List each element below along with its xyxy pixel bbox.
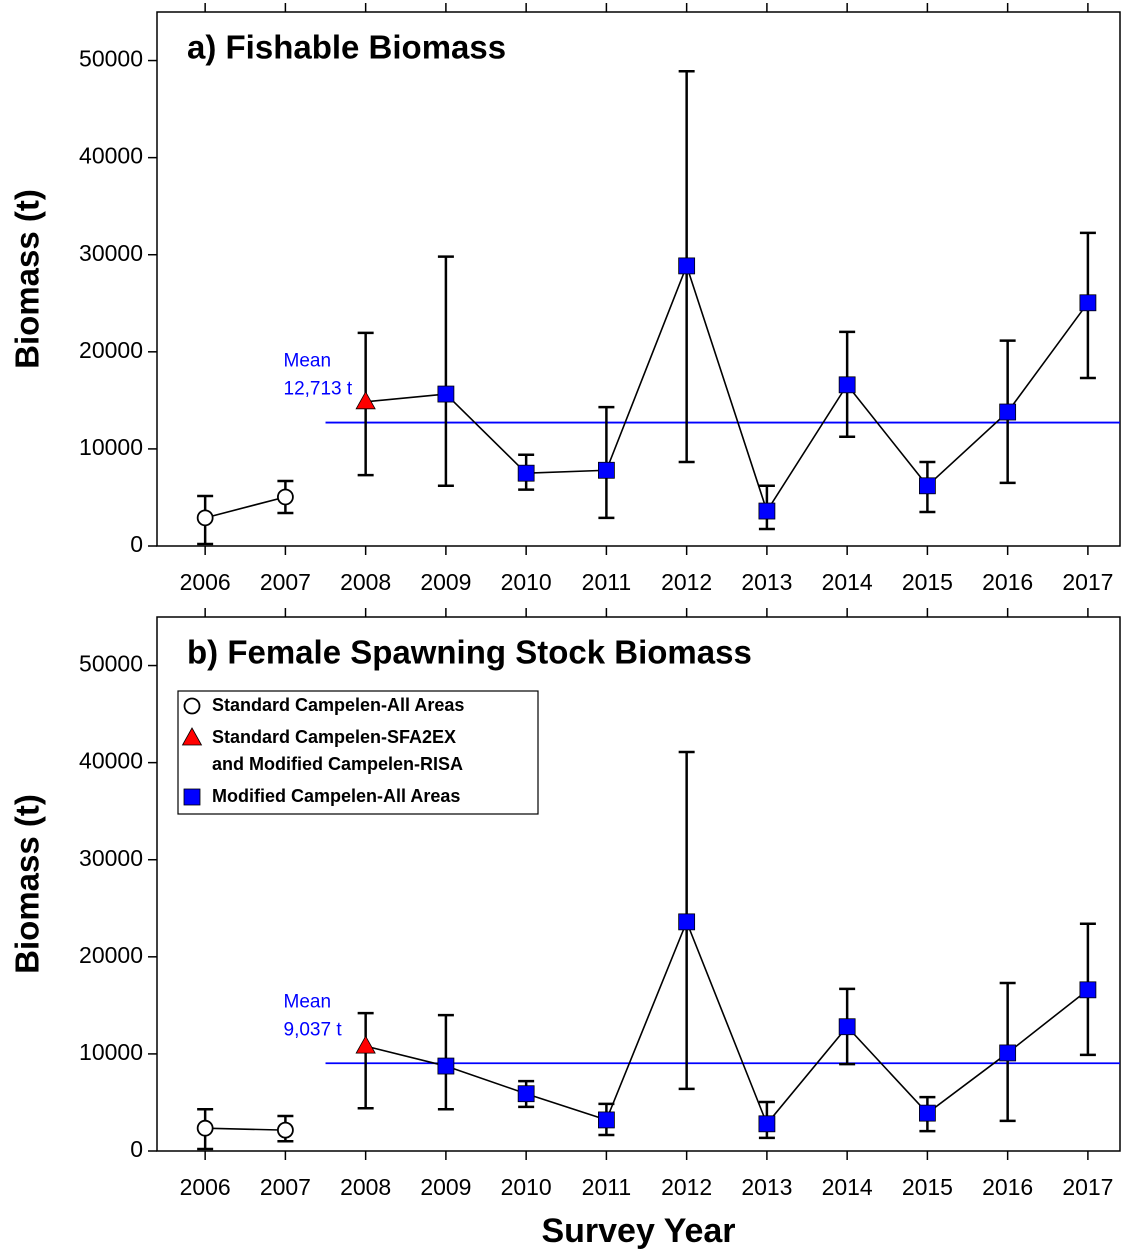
x-tick-label: 2016: [982, 569, 1033, 595]
x-tick-label: 2011: [582, 569, 631, 595]
marker: [919, 1104, 936, 1122]
x-tick-label: 2006: [180, 1174, 231, 1200]
y-tick-label: 20000: [79, 942, 143, 968]
x-tick-label: 2012: [661, 569, 712, 595]
x-axis-label: Survey Year: [541, 1212, 735, 1250]
marker: [196, 1119, 214, 1137]
marker: [183, 697, 201, 715]
legend-label-line: Standard Campelen-All Areas: [212, 695, 464, 715]
x-tick-label: 2013: [741, 1174, 792, 1200]
mean-value-label: 9,037 t: [284, 1019, 343, 1040]
marker: [1079, 294, 1097, 312]
marker: [999, 1044, 1017, 1062]
marker: [183, 788, 201, 806]
legend-box: [177, 690, 539, 815]
x-tick-label: 2009: [420, 569, 471, 595]
x-tick-label: 2008: [340, 569, 391, 595]
panel: 0 10000 20000 30000 40000 50000 2006 2007 2008 20…: [9, 3, 1121, 595]
marker: [838, 376, 856, 394]
marker: [276, 1121, 294, 1139]
marker: [758, 502, 776, 520]
series-line: [445, 263, 1089, 513]
x-tick-label: 2010: [501, 1174, 552, 1200]
y-tick-label: 30000: [79, 240, 143, 266]
mean-label: Mean: [284, 351, 332, 372]
legend-label: Standard Campelen-SFA2EX and Modified Cam…: [212, 727, 463, 774]
legend-label-line: Modified Campelen-All Areas: [212, 786, 460, 806]
marker: [276, 488, 294, 506]
plot-frame: [156, 11, 1121, 547]
panel-title: b) Female Spawning Stock Biomass: [187, 634, 752, 671]
marker: [181, 727, 203, 746]
marker: [999, 403, 1017, 421]
y-tick-label: 40000: [79, 143, 143, 169]
marker: [437, 385, 455, 403]
x-tick-label: 2015: [902, 569, 953, 595]
marker: [517, 464, 535, 482]
marker: [1079, 981, 1097, 999]
x-tick-label: 2007: [260, 569, 311, 595]
marker: [196, 509, 214, 527]
series-line: [205, 1127, 286, 1131]
legend-label-line: and Modified Campelen-RISA: [212, 754, 463, 774]
x-tick-label: 2017: [1062, 1174, 1113, 1200]
marker: [598, 461, 615, 479]
x-tick-label: 2011: [582, 1174, 631, 1200]
marker: [598, 1111, 615, 1129]
marker: [758, 1115, 776, 1133]
series-line: [445, 919, 1089, 1126]
x-tick-label: 2017: [1062, 569, 1113, 595]
panel-title: a) Fishable Biomass: [187, 29, 506, 66]
y-axis-label: Biomass (t): [9, 794, 46, 974]
y-tick-label: 0: [130, 531, 143, 557]
y-tick-label: 20000: [79, 337, 143, 363]
legend-label: Standard Campelen-All Areas: [212, 695, 464, 715]
x-tick-label: 2016: [982, 1174, 1033, 1200]
marker: [355, 1035, 376, 1054]
series-line: [204, 496, 286, 519]
y-tick-label: 50000: [79, 651, 143, 677]
x-tick-label: 2014: [822, 1174, 873, 1200]
y-tick-label: 40000: [79, 748, 143, 774]
y-tick-label: 0: [130, 1136, 143, 1162]
x-tick-label: 2009: [420, 1174, 471, 1200]
plot-frame: [156, 616, 1121, 1152]
marker: [838, 1018, 856, 1036]
x-tick-label: 2014: [822, 569, 873, 595]
x-tick-label: 2006: [180, 569, 231, 595]
series-connector: [365, 393, 446, 403]
x-tick-label: 2010: [501, 569, 552, 595]
marker: [678, 913, 696, 931]
legend-label: Modified Campelen-All Areas: [212, 786, 460, 806]
y-tick-label: 50000: [79, 46, 143, 72]
panel: 0 10000 20000 30000 40000 50000 2006 2007 2008 20…: [9, 608, 1121, 1250]
y-axis-label: Biomass (t): [9, 189, 46, 369]
marker: [437, 1057, 455, 1075]
x-tick-label: 2012: [661, 1174, 712, 1200]
marker: [678, 257, 696, 275]
y-tick-label: 10000: [79, 1039, 143, 1065]
marker: [517, 1085, 535, 1103]
x-tick-label: 2008: [340, 1174, 391, 1200]
mean-value-label: 12,713 t: [284, 379, 353, 400]
y-tick-label: 10000: [79, 434, 143, 460]
series-connector: [365, 1045, 447, 1067]
x-tick-label: 2013: [741, 569, 792, 595]
marker: [919, 477, 936, 495]
mean-label: Mean: [284, 991, 332, 1012]
legend-label-line: Standard Campelen-SFA2EX: [212, 727, 456, 747]
y-tick-label: 30000: [79, 845, 143, 871]
x-tick-label: 2015: [902, 1174, 953, 1200]
x-tick-label: 2007: [260, 1174, 311, 1200]
marker: [355, 391, 376, 410]
